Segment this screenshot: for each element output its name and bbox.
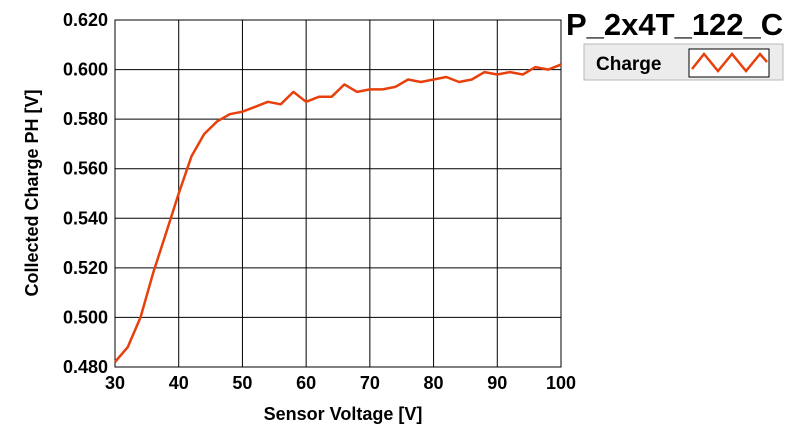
y-tick-label: 0.580 [63, 109, 108, 129]
legend-swatch-line [691, 52, 768, 73]
x-tick-label: 70 [360, 373, 380, 393]
y-tick-label: 0.540 [63, 208, 108, 228]
x-axis-label: Sensor Voltage [V] [264, 404, 423, 424]
x-tick-labels: 30 40 50 60 70 80 90 100 [105, 373, 576, 393]
y-tick-label: 0.600 [63, 60, 108, 80]
legend-swatch-frame [688, 48, 770, 78]
series-line-charge [114, 63, 562, 363]
y-tick-label: 0.480 [63, 357, 108, 377]
x-tick-label: 80 [424, 373, 444, 393]
x-tick-label: 30 [105, 373, 125, 393]
x-tick-label: 60 [296, 373, 316, 393]
legend-label-charge: Charge [596, 54, 661, 75]
plot-background [114, 19, 562, 368]
y-axis-label: Collected Charge PH [V] [22, 89, 42, 296]
legend: Charge [583, 43, 784, 81]
y-tick-label: 0.620 [63, 10, 108, 30]
series-group [114, 63, 562, 363]
y-tick-labels: 0.480 0.500 0.520 0.540 0.560 0.580 0.600 0.620 [63, 10, 108, 377]
x-tick-label: 40 [169, 373, 189, 393]
x-tick-label: 100 [546, 373, 576, 393]
x-tick-label: 90 [487, 373, 507, 393]
x-tick-label: 50 [232, 373, 252, 393]
y-tick-label: 0.500 [63, 307, 108, 327]
chart-title: P_2x4T_122_C [566, 7, 783, 42]
y-tick-label: 0.560 [63, 159, 108, 179]
y-tick-label: 0.520 [63, 258, 108, 278]
grid-lines [114, 19, 562, 368]
